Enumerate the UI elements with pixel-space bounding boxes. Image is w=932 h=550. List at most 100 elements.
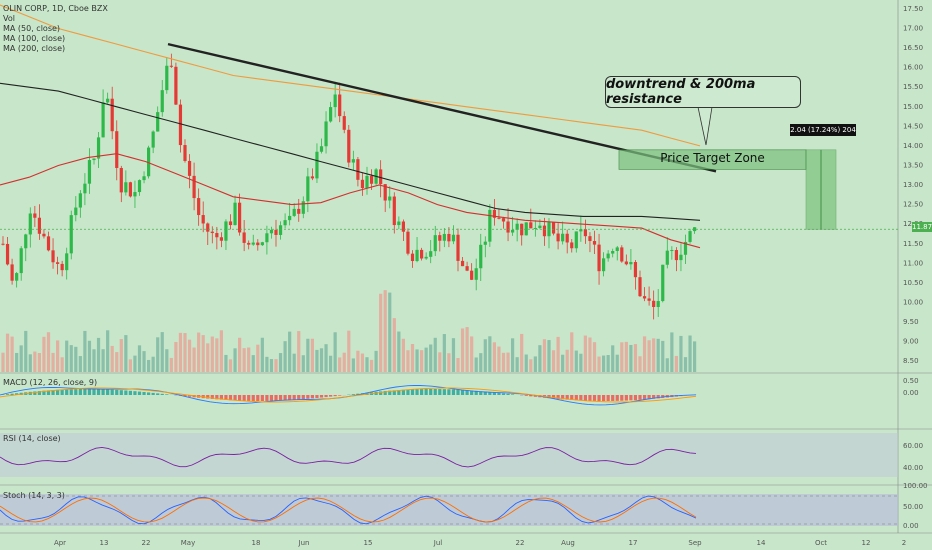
x-tick-label: Jul bbox=[433, 539, 443, 547]
macd-bar bbox=[106, 389, 110, 395]
candle-body bbox=[574, 231, 578, 249]
macd-bar bbox=[597, 395, 601, 401]
macd-bar bbox=[570, 395, 574, 400]
candle-body bbox=[620, 247, 624, 262]
macd-bar bbox=[565, 395, 569, 400]
candle-body bbox=[515, 223, 519, 230]
x-tick-label: Apr bbox=[54, 539, 66, 547]
volume-bar bbox=[574, 350, 578, 372]
macd-bar bbox=[474, 390, 478, 395]
macd-bar bbox=[574, 395, 578, 401]
price-tick-label: 8.50 bbox=[903, 357, 919, 365]
candle-body bbox=[511, 229, 515, 233]
macd-bar bbox=[401, 389, 405, 395]
volume-bar bbox=[137, 345, 142, 372]
volume-bar bbox=[551, 350, 556, 372]
candle-body bbox=[556, 233, 560, 242]
macd-bar bbox=[101, 389, 105, 395]
macd-bar bbox=[611, 395, 615, 401]
candle-body bbox=[119, 167, 123, 193]
price-tick-label: 10.00 bbox=[903, 298, 923, 306]
volume-bar bbox=[369, 359, 374, 372]
volume-bar bbox=[5, 333, 10, 372]
volume-bar bbox=[96, 337, 101, 372]
candle-body bbox=[329, 107, 333, 122]
macd-bar bbox=[602, 395, 606, 401]
candle-body bbox=[447, 233, 451, 242]
macd-bar bbox=[356, 393, 360, 395]
candle-body bbox=[33, 213, 37, 218]
price-tick-label: 15.50 bbox=[903, 83, 923, 91]
candle-body bbox=[233, 202, 237, 226]
macd-bar bbox=[87, 389, 92, 395]
macd-bar bbox=[319, 395, 324, 398]
x-tick-label: 12 bbox=[862, 539, 871, 547]
volume-bar bbox=[679, 335, 683, 372]
candle-body bbox=[433, 235, 437, 252]
candle-body bbox=[401, 221, 405, 232]
macd-bar bbox=[329, 395, 333, 397]
candle-body bbox=[69, 215, 73, 254]
x-tick-label: Jun bbox=[298, 539, 310, 547]
volume-bar bbox=[624, 341, 628, 372]
candle-body bbox=[542, 225, 547, 237]
candle-body bbox=[456, 234, 460, 261]
macd-bar bbox=[465, 390, 469, 395]
target-zone-label[interactable]: Price Target Zone bbox=[660, 151, 765, 165]
macd-bar bbox=[265, 395, 269, 401]
volume-bar bbox=[529, 359, 533, 372]
macd-bar bbox=[33, 391, 37, 395]
stoch-tick-label: 100.00 bbox=[903, 482, 928, 490]
macd-bar bbox=[333, 395, 337, 397]
volume-bar bbox=[10, 336, 14, 372]
macd-bar bbox=[160, 393, 164, 395]
candle-body bbox=[10, 264, 14, 281]
annotation-callout[interactable]: downtrend & 200ma resistance bbox=[605, 76, 801, 108]
macd-bar bbox=[438, 389, 442, 395]
volume-bar bbox=[165, 349, 169, 372]
volume-bar bbox=[133, 355, 137, 372]
macd-bar bbox=[206, 395, 210, 399]
ma50-line bbox=[0, 153, 701, 249]
candle-body bbox=[183, 145, 187, 161]
candle-body bbox=[224, 221, 228, 241]
macd-bar bbox=[165, 394, 169, 395]
macd-bar bbox=[501, 393, 506, 395]
x-tick-label: 15 bbox=[364, 539, 373, 547]
macd-bar bbox=[524, 395, 528, 396]
volume-bar bbox=[465, 327, 469, 372]
volume-bar bbox=[606, 355, 610, 372]
volume-bar bbox=[119, 339, 123, 372]
macd-bar bbox=[115, 389, 119, 395]
candle-body bbox=[178, 104, 183, 146]
candle-body bbox=[297, 208, 301, 214]
macd-bar bbox=[511, 394, 515, 395]
candle-body bbox=[670, 250, 674, 252]
candle-body bbox=[37, 217, 41, 234]
volume-bar bbox=[460, 328, 465, 372]
candle-body bbox=[661, 264, 665, 302]
macd-bar bbox=[338, 395, 342, 396]
macd-bar bbox=[410, 389, 415, 395]
volume-bar bbox=[661, 340, 665, 372]
candle-body bbox=[615, 247, 619, 252]
candle-body bbox=[606, 253, 610, 259]
volume-bar bbox=[451, 338, 456, 372]
macd-bar bbox=[392, 390, 396, 395]
candle-body bbox=[533, 227, 537, 229]
macd-bar bbox=[124, 390, 128, 395]
candle-body bbox=[652, 300, 656, 307]
volume-bar bbox=[351, 358, 355, 372]
volume-bar bbox=[151, 356, 155, 372]
macd-bar bbox=[15, 393, 19, 395]
candle-body bbox=[310, 176, 314, 179]
volume-bar bbox=[474, 357, 478, 372]
candle-body bbox=[197, 198, 201, 216]
macd-bar bbox=[151, 392, 155, 395]
candle-body bbox=[242, 232, 246, 243]
stoch-k-line bbox=[0, 495, 697, 525]
candle-body bbox=[228, 221, 233, 226]
candle-body bbox=[274, 229, 278, 235]
macd-bar bbox=[278, 395, 283, 401]
volume-bar bbox=[433, 337, 437, 372]
